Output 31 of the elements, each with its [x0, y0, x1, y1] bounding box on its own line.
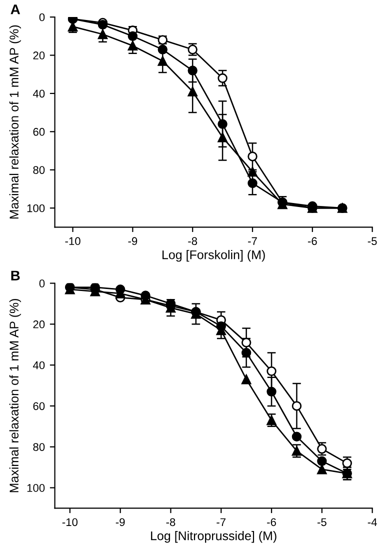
- y-tick-label: 40: [32, 361, 45, 370]
- x-tick-label: -9: [128, 237, 138, 246]
- x-tick-label: -10: [62, 518, 78, 526]
- x-tick-label: -9: [116, 518, 125, 526]
- y-tick-label: 20: [33, 52, 45, 60]
- x-tick-label: -10: [65, 237, 80, 246]
- y-tick-label: 0: [39, 13, 45, 22]
- y-tick-label: 60: [33, 402, 45, 410]
- x-tick-label: -7: [216, 518, 226, 526]
- y-tick-label: 20: [33, 320, 45, 328]
- x-tick-label: -8: [166, 518, 176, 526]
- x-tick-label: -5: [317, 518, 326, 526]
- x-tick-label: -8: [188, 237, 198, 246]
- y-tick-label: 100: [27, 484, 45, 492]
- x-tick-label: -6: [267, 518, 276, 526]
- x-tick-label: -4: [368, 518, 377, 526]
- y-tick-label: 60: [33, 128, 45, 136]
- y-axis-title: Maximal relaxation of 1 mM AP (%): [9, 299, 21, 492]
- x-axis-title: Log [Forskolin] (M): [162, 250, 265, 262]
- y-tick-label: 0: [39, 280, 45, 288]
- x-axis-title: Log [Nitroprusside] (M): [151, 531, 276, 543]
- y-tick-label: 40: [32, 90, 45, 98]
- y-tick-label: 80: [33, 166, 45, 174]
- x-tick-label: -5: [368, 237, 377, 246]
- y-axis-title: Maximal relaxation of 1 mM AP (%): [9, 25, 21, 219]
- chart-title: A: [10, 4, 20, 14]
- y-tick-label: 100: [27, 204, 45, 212]
- chart-title: B: [11, 270, 20, 280]
- x-tick-label: -6: [308, 237, 317, 246]
- y-tick-label: 80: [33, 443, 45, 451]
- x-tick-label: -7: [248, 237, 257, 245]
